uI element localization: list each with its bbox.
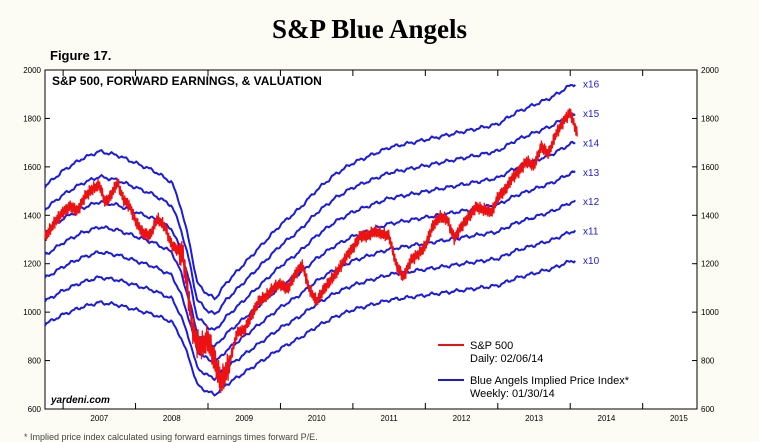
blue-angel-line-x16 <box>44 83 576 301</box>
multiple-label-x10: x10 <box>583 256 600 267</box>
x-tick-label: 2007 <box>90 414 108 423</box>
multiple-label-x12: x12 <box>583 197 600 208</box>
chart-title: S&P Blue Angels <box>271 14 468 44</box>
footnote: * Implied price index calculated using f… <box>24 432 318 442</box>
y-tick-label-right: 1000 <box>701 308 719 317</box>
legend: S&P 500 Daily: 02/06/14 Blue Angels Impl… <box>438 340 630 400</box>
y-tick-label-left: 1400 <box>23 211 41 220</box>
legend-label-sp500: S&P 500 <box>470 340 513 352</box>
blue-angel-line-x11 <box>44 229 577 382</box>
figure-label: Figure 17. <box>50 48 112 63</box>
sp500-line <box>44 108 578 394</box>
y-tick-label-left: 1600 <box>23 163 41 172</box>
x-tick-label: 2011 <box>381 414 399 423</box>
y-tick-label-right: 600 <box>701 405 715 414</box>
blue-angel-lines: x10 x11 x12 x13 x14 x15 x16 <box>44 80 600 397</box>
y-tick-label-right: 1200 <box>701 260 719 269</box>
chart-subtitle: S&P 500, FORWARD EARNINGS, & VALUATION <box>52 74 322 88</box>
multiple-label-x13: x13 <box>583 168 600 179</box>
legend-label-blue-angels: Blue Angels Implied Price Index* <box>470 375 630 387</box>
y-tick-label-left: 1000 <box>23 308 41 317</box>
y-tick-label-left: 800 <box>28 357 42 366</box>
blue-angel-line-x15 <box>44 112 576 316</box>
x-tick-label: 2015 <box>670 414 688 423</box>
y-tick-label-right: 1800 <box>701 114 719 123</box>
y-tick-label-right: 800 <box>701 357 715 366</box>
axes: 600 600 800 800 1000 1000 1200 1200 1400 1400 1600… <box>23 66 719 423</box>
blue-angel-line-x10 <box>44 259 576 397</box>
multiple-label-x15: x15 <box>583 109 600 120</box>
y-tick-label-left: 1200 <box>23 260 41 269</box>
x-tick-label: 2014 <box>598 414 616 423</box>
multiple-label-x14: x14 <box>583 138 600 149</box>
y-tick-label-right: 1400 <box>701 211 719 220</box>
y-tick-label-left: 1800 <box>23 114 41 123</box>
legend-detail-sp500: Daily: 02/06/14 <box>470 353 543 365</box>
y-tick-label-left: 600 <box>28 405 42 414</box>
blue-angel-line-x13 <box>44 170 576 348</box>
x-tick-label: 2012 <box>453 414 471 423</box>
x-tick-label: 2013 <box>525 414 543 423</box>
y-tick-label-right: 1600 <box>701 163 719 172</box>
legend-detail-blue-angels: Weekly: 01/30/14 <box>470 388 555 400</box>
sp500-line-group <box>44 108 578 394</box>
x-tick-label: 2008 <box>163 414 181 423</box>
y-tick-label-right: 2000 <box>701 66 719 75</box>
x-tick-label: 2010 <box>308 414 326 423</box>
multiple-label-x11: x11 <box>583 227 599 238</box>
multiple-label-x16: x16 <box>583 80 600 91</box>
y-tick-label-left: 2000 <box>23 66 41 75</box>
source-label: yardeni.com <box>50 395 110 406</box>
x-tick-label: 2009 <box>235 414 253 423</box>
